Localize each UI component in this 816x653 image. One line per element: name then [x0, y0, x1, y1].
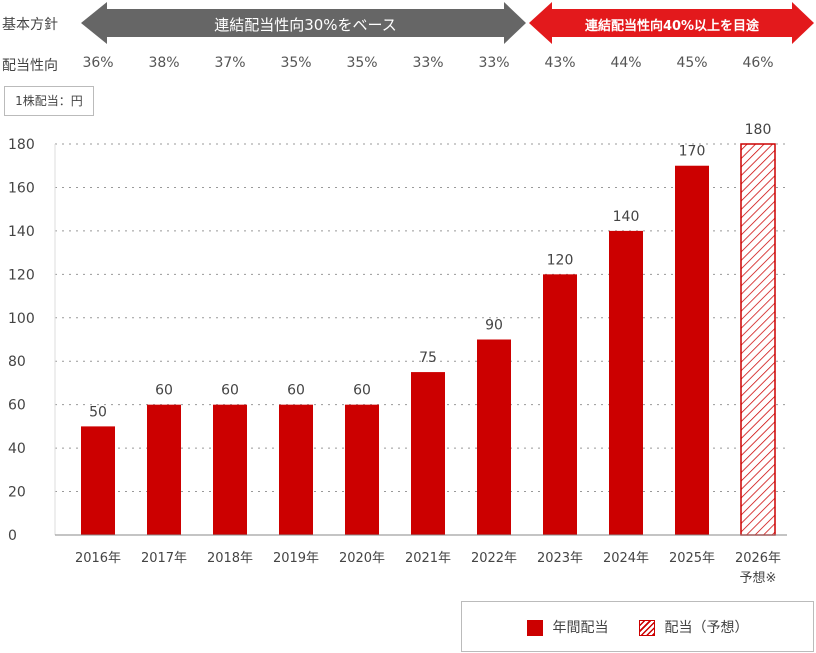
x-tick-label: 2024年	[603, 551, 649, 566]
legend: 年間配当 配当（予想）	[461, 601, 814, 652]
y-tick-label: 80	[8, 354, 26, 370]
data-label: 170	[679, 144, 706, 160]
x-tick-note: 予想※	[740, 570, 777, 586]
policy-gray-text: 連結配当性向30%をベース	[214, 16, 397, 34]
payout-label: 配当性向	[2, 58, 58, 74]
data-label: 180	[745, 122, 772, 138]
x-tick-label: 2025年	[669, 551, 715, 566]
bar-chart: 0 20 40 60 80 100 120 140 160 180 50 2016年 60 2017年 60…	[8, 122, 787, 586]
legend-label: 年間配当	[552, 619, 609, 636]
data-label: 50	[89, 404, 107, 420]
y-tick-label: 120	[8, 267, 35, 283]
y-tick-label: 100	[8, 311, 35, 327]
unit-label: 1株配当：円	[4, 86, 94, 116]
payout-ratio: 44%	[610, 55, 642, 71]
x-tick-label: 2021年	[405, 551, 451, 566]
payout-ratio: 46%	[742, 55, 774, 71]
data-label: 140	[613, 209, 640, 225]
x-tick-label: 2026年	[735, 551, 781, 566]
payout-ratio: 38%	[148, 55, 180, 71]
payout-ratio: 35%	[346, 55, 378, 71]
bar	[675, 165, 709, 535]
policy-arrows	[81, 2, 814, 44]
legend-swatch-hatched	[638, 619, 655, 636]
payout-ratio: 36%	[82, 55, 114, 71]
y-tick-label: 180	[8, 137, 35, 153]
bar	[81, 426, 115, 535]
y-tick-label: 60	[8, 398, 26, 414]
data-label: 60	[155, 383, 173, 399]
bar	[147, 404, 181, 535]
x-tick-label: 2020年	[339, 551, 385, 566]
policy-red-text: 連結配当性向40%以上を目途	[584, 19, 760, 34]
payout-ratio: 35%	[280, 55, 312, 71]
x-tick-label: 2019年	[273, 551, 319, 566]
bar	[213, 404, 247, 535]
data-label: 60	[221, 383, 239, 399]
legend-label: 配当（予想）	[664, 619, 749, 636]
x-tick-label: 2022年	[471, 551, 517, 566]
bar	[411, 372, 445, 535]
data-label: 75	[419, 350, 437, 366]
bar	[345, 404, 379, 535]
x-tick-label: 2018年	[207, 551, 253, 566]
data-label: 120	[547, 252, 574, 268]
y-tick-label: 20	[8, 485, 26, 501]
x-tick-label: 2016年	[75, 551, 121, 566]
data-label: 60	[353, 383, 371, 399]
legend-swatch-solid	[526, 619, 543, 636]
x-tick-label: 2017年	[141, 551, 187, 566]
data-label: 60	[287, 383, 305, 399]
policy-arrow-red	[529, 2, 814, 44]
payout-ratio: 43%	[544, 55, 576, 71]
y-tick-label: 160	[8, 180, 35, 196]
data-label: 90	[485, 318, 503, 334]
bar	[609, 230, 643, 535]
bar	[279, 404, 313, 535]
payout-ratio: 33%	[478, 55, 510, 71]
policy-arrow-gray	[81, 2, 526, 44]
payout-ratio: 33%	[412, 55, 444, 71]
x-tick-label: 2023年	[537, 551, 583, 566]
bar	[543, 274, 577, 535]
legend-item-actual: 年間配当	[526, 617, 609, 637]
policy-label: 基本方針	[2, 17, 58, 33]
y-tick-label: 140	[8, 224, 35, 240]
legend-item-forecast: 配当（予想）	[638, 617, 749, 637]
bar	[477, 339, 511, 535]
payout-ratio: 45%	[676, 55, 708, 71]
y-tick-label: 40	[8, 441, 26, 457]
y-tick-label: 0	[8, 528, 17, 544]
bar-forecast	[740, 143, 776, 536]
payout-ratio: 37%	[214, 55, 246, 71]
